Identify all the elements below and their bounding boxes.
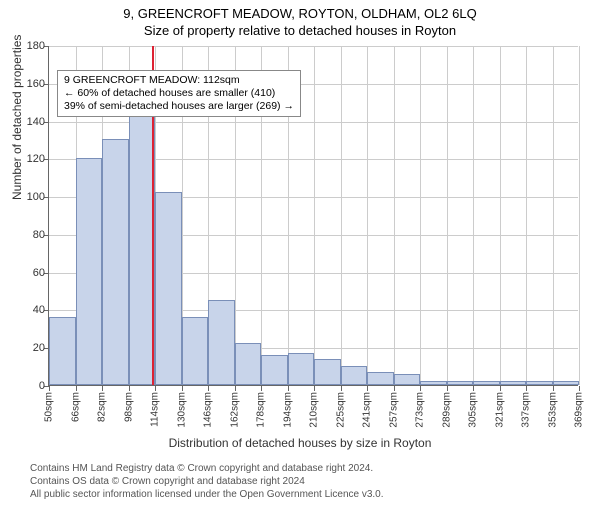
gridline-v bbox=[394, 46, 395, 385]
gridline-v bbox=[500, 46, 501, 385]
ytick-label: 120 bbox=[21, 153, 45, 165]
gridline-v bbox=[579, 46, 580, 385]
footer-line: Contains HM Land Registry data © Crown c… bbox=[30, 462, 590, 475]
xtick-mark bbox=[261, 386, 262, 391]
histogram-bar bbox=[341, 366, 368, 385]
xtick-mark bbox=[155, 386, 156, 391]
xtick-label: 130sqm bbox=[176, 392, 187, 428]
histogram-bar bbox=[261, 355, 288, 385]
chart-area: 02040608010012014016018050sqm66sqm82sqm9… bbox=[48, 46, 578, 386]
xtick-mark bbox=[394, 386, 395, 391]
xtick-label: 321sqm bbox=[494, 392, 505, 428]
ytick-label: 100 bbox=[21, 191, 45, 203]
xtick-label: 82sqm bbox=[97, 392, 108, 422]
xtick-label: 146sqm bbox=[203, 392, 214, 428]
footer-line: All public sector information licensed u… bbox=[30, 488, 590, 501]
gridline-v bbox=[341, 46, 342, 385]
xtick-label: 241sqm bbox=[362, 392, 373, 428]
annotation-line: 39% of semi-detached houses are larger (… bbox=[64, 100, 294, 113]
xtick-mark bbox=[553, 386, 554, 391]
xtick-label: 210sqm bbox=[309, 392, 320, 428]
xtick-mark bbox=[526, 386, 527, 391]
histogram-bar bbox=[553, 381, 580, 385]
ytick-label: 0 bbox=[21, 380, 45, 392]
xtick-label: 194sqm bbox=[282, 392, 293, 428]
footer-attribution: Contains HM Land Registry data © Crown c… bbox=[30, 462, 590, 501]
gridline-v bbox=[367, 46, 368, 385]
xtick-label: 369sqm bbox=[574, 392, 585, 428]
xtick-mark bbox=[500, 386, 501, 391]
xtick-mark bbox=[235, 386, 236, 391]
histogram-bar bbox=[235, 343, 262, 385]
chart-title-subtitle: Size of property relative to detached ho… bbox=[0, 23, 600, 38]
gridline-v bbox=[526, 46, 527, 385]
xtick-mark bbox=[49, 386, 50, 391]
gridline-v bbox=[473, 46, 474, 385]
footer-line: Contains OS data © Crown copyright and d… bbox=[30, 475, 590, 488]
xtick-mark bbox=[447, 386, 448, 391]
x-axis-label: Distribution of detached houses by size … bbox=[0, 436, 600, 450]
annotation-line: 9 GREENCROFT MEADOW: 112sqm bbox=[64, 74, 294, 87]
histogram-bar bbox=[314, 359, 341, 385]
ytick-label: 20 bbox=[21, 342, 45, 354]
xtick-mark bbox=[76, 386, 77, 391]
histogram-bar bbox=[76, 158, 103, 385]
gridline-v bbox=[447, 46, 448, 385]
xtick-label: 257sqm bbox=[388, 392, 399, 428]
histogram-bar bbox=[500, 381, 527, 385]
ytick-label: 40 bbox=[21, 304, 45, 316]
histogram-bar bbox=[288, 353, 315, 385]
xtick-label: 178sqm bbox=[256, 392, 267, 428]
gridline-v bbox=[314, 46, 315, 385]
xtick-label: 353sqm bbox=[547, 392, 558, 428]
xtick-label: 50sqm bbox=[44, 392, 55, 422]
gridline-v bbox=[420, 46, 421, 385]
xtick-label: 162sqm bbox=[229, 392, 240, 428]
histogram-bar bbox=[473, 381, 500, 385]
xtick-mark bbox=[208, 386, 209, 391]
xtick-label: 273sqm bbox=[415, 392, 426, 428]
xtick-label: 305sqm bbox=[468, 392, 479, 428]
annotation-box: 9 GREENCROFT MEADOW: 112sqm← 60% of deta… bbox=[57, 70, 301, 117]
xtick-label: 98sqm bbox=[123, 392, 134, 422]
xtick-mark bbox=[129, 386, 130, 391]
xtick-mark bbox=[341, 386, 342, 391]
ytick-label: 180 bbox=[21, 40, 45, 52]
histogram-bar bbox=[208, 300, 235, 385]
ytick-label: 80 bbox=[21, 229, 45, 241]
xtick-mark bbox=[367, 386, 368, 391]
xtick-mark bbox=[102, 386, 103, 391]
xtick-label: 225sqm bbox=[335, 392, 346, 428]
xtick-label: 66sqm bbox=[70, 392, 81, 422]
xtick-label: 289sqm bbox=[441, 392, 452, 428]
annotation-line: ← 60% of detached houses are smaller (41… bbox=[64, 87, 294, 100]
xtick-label: 114sqm bbox=[150, 392, 161, 427]
xtick-mark bbox=[579, 386, 580, 391]
histogram-bar bbox=[155, 192, 182, 385]
histogram-bar bbox=[49, 317, 76, 385]
xtick-mark bbox=[182, 386, 183, 391]
histogram-bar bbox=[420, 381, 447, 385]
histogram-bar bbox=[102, 139, 129, 385]
histogram-bar bbox=[447, 381, 474, 385]
xtick-mark bbox=[288, 386, 289, 391]
histogram-bar bbox=[182, 317, 209, 385]
histogram-bar bbox=[526, 381, 553, 385]
histogram-bar bbox=[394, 374, 421, 385]
plot-region: 02040608010012014016018050sqm66sqm82sqm9… bbox=[48, 46, 578, 386]
ytick-label: 160 bbox=[21, 78, 45, 90]
chart-title-address: 9, GREENCROFT MEADOW, ROYTON, OLDHAM, OL… bbox=[0, 6, 600, 21]
xtick-mark bbox=[420, 386, 421, 391]
ytick-label: 60 bbox=[21, 267, 45, 279]
xtick-mark bbox=[314, 386, 315, 391]
ytick-label: 140 bbox=[21, 116, 45, 128]
histogram-bar bbox=[367, 372, 394, 385]
gridline-v bbox=[553, 46, 554, 385]
xtick-label: 337sqm bbox=[521, 392, 532, 428]
xtick-mark bbox=[473, 386, 474, 391]
